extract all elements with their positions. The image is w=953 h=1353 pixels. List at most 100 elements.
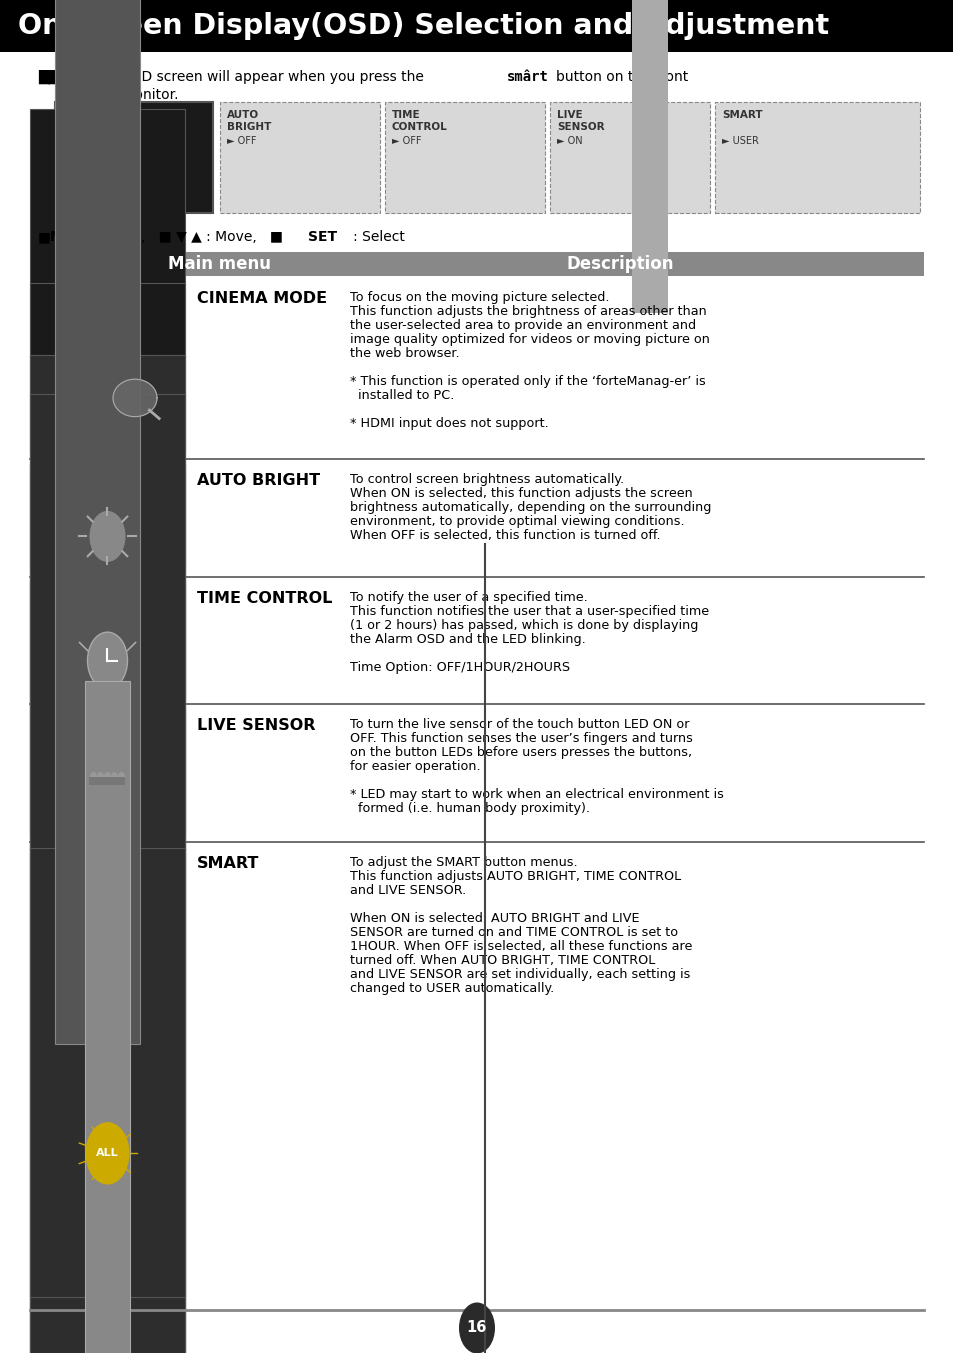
Text: To control screen brightness automatically.: To control screen brightness automatical…: [350, 474, 623, 486]
Text: When ON is selected, this function adjusts the screen: When ON is selected, this function adjus…: [350, 487, 692, 501]
Bar: [86, 681, 130, 1353]
Text: installed to PC.: installed to PC.: [350, 390, 454, 402]
Polygon shape: [112, 379, 157, 417]
Text: 16: 16: [466, 1321, 487, 1335]
Text: This function adjusts AUTO BRIGHT, TIME CONTROL: This function adjusts AUTO BRIGHT, TIME …: [350, 870, 680, 884]
Text: on the button LEDs before users presses the buttons,: on the button LEDs before users presses …: [350, 746, 691, 759]
Bar: [30, 110, 185, 1353]
Text: BRIGHT: BRIGHT: [227, 122, 271, 133]
Text: * This function is operated only if the ‘forteManag-er’ is: * This function is operated only if the …: [350, 375, 705, 388]
Bar: [30, 464, 185, 1353]
Text: This function notifies the user that a user-specified time: This function notifies the user that a u…: [350, 605, 708, 618]
Circle shape: [104, 773, 111, 782]
Bar: [631, 0, 667, 313]
Bar: [385, 101, 544, 212]
Bar: [714, 101, 919, 212]
Bar: [30, 580, 185, 1353]
Text: turned off. When AUTO BRIGHT, TIME CONTROL: turned off. When AUTO BRIGHT, TIME CONTR…: [350, 954, 655, 967]
Text: image quality optimized for videos or moving picture on: image quality optimized for videos or mo…: [350, 333, 709, 346]
Text: brightness automatically, depending on the surrounding: brightness automatically, depending on t…: [350, 501, 711, 514]
Circle shape: [631, 300, 639, 311]
Bar: [220, 101, 379, 212]
Text: This function adjusts the brightness of areas other than: This function adjusts the brightness of …: [350, 304, 706, 318]
Text: TIME CONTROL: TIME CONTROL: [196, 591, 332, 606]
Text: ► ON: ► ON: [557, 137, 582, 146]
Text: the Alarm OSD and the LED blinking.: the Alarm OSD and the LED blinking.: [350, 633, 585, 645]
Bar: [30, 465, 185, 570]
Text: OFF. This function senses the user’s fingers and turns: OFF. This function senses the user’s fin…: [350, 732, 692, 746]
Text: When ON is selected, AUTO BRIGHT and LIVE: When ON is selected, AUTO BRIGHT and LIV…: [350, 912, 639, 925]
Text: MENU: MENU: [50, 230, 96, 244]
Text: ► OFF: ► OFF: [227, 137, 256, 146]
Text: of the monitor.: of the monitor.: [76, 88, 178, 101]
Text: SENSOR: SENSOR: [557, 122, 604, 133]
Bar: [55, 101, 213, 212]
Text: AUTO: AUTO: [227, 110, 259, 120]
Circle shape: [111, 773, 118, 782]
Text: SMART: SMART: [721, 110, 761, 120]
Text: TIME: TIME: [392, 110, 420, 120]
Text: CINEMA MODE: CINEMA MODE: [196, 291, 327, 306]
Text: smârt: smârt: [506, 70, 548, 84]
Text: ■: ■: [38, 230, 55, 244]
Bar: [30, 354, 185, 1353]
Text: (1 or 2 hours) has passed, which is done by displaying: (1 or 2 hours) has passed, which is done…: [350, 620, 698, 632]
Text: and LIVE SENSOR are set individually, each setting is: and LIVE SENSOR are set individually, ea…: [350, 967, 690, 981]
Text: To focus on the moving picture selected.: To focus on the moving picture selected.: [350, 291, 609, 304]
Text: and LIVE SENSOR.: and LIVE SENSOR.: [350, 884, 466, 897]
Bar: [30, 710, 185, 835]
Text: ► OFF: ► OFF: [392, 137, 421, 146]
Text: changed to USER automatically.: changed to USER automatically.: [350, 982, 554, 994]
Text: To turn the live sensor of the touch button LED ON or: To turn the live sensor of the touch but…: [350, 718, 689, 731]
Bar: [55, 0, 140, 1045]
Circle shape: [88, 632, 128, 689]
Bar: [90, 777, 126, 785]
Text: * LED may start to work when an electrical environment is: * LED may start to work when an electric…: [350, 787, 723, 801]
Circle shape: [97, 773, 104, 782]
Circle shape: [118, 773, 125, 782]
Circle shape: [639, 300, 646, 311]
Text: To adjust the SMART button menus.: To adjust the SMART button menus.: [350, 856, 577, 869]
Text: SET: SET: [308, 230, 336, 244]
Bar: [30, 848, 185, 1298]
Text: CINEMA: CINEMA: [62, 110, 111, 120]
Text: 1HOUR. When OFF is selected, all these functions are: 1HOUR. When OFF is selected, all these f…: [350, 940, 692, 953]
Text: Main menu: Main menu: [169, 254, 272, 273]
Circle shape: [90, 511, 126, 561]
Text: : Select: : Select: [339, 230, 404, 244]
Bar: [30, 283, 185, 452]
Bar: [30, 394, 185, 1353]
Text: SENSOR are turned on and TIME CONTROL is set to: SENSOR are turned on and TIME CONTROL is…: [350, 925, 678, 939]
Text: the user-selected area to provide an environment and: the user-selected area to provide an env…: [350, 319, 696, 331]
Text: ALL: ALL: [96, 1149, 119, 1158]
Text: : Exit ,   ■ ▼ ▲ : Move,   ■: : Exit , ■ ▼ ▲ : Move, ■: [97, 230, 287, 244]
Text: On Screen Display(OSD) Selection and Adjustment: On Screen Display(OSD) Selection and Adj…: [18, 12, 828, 41]
Text: ███ ■ The OSD screen will appear when you press the: ███ ■ The OSD screen will appear when yo…: [38, 70, 423, 84]
Text: environment, to provide optimal viewing conditions.: environment, to provide optimal viewing …: [350, 515, 684, 528]
Text: formed (i.e. human body proximity).: formed (i.e. human body proximity).: [350, 802, 589, 815]
Text: Time Option: OFF/1HOUR/2HOURS: Time Option: OFF/1HOUR/2HOURS: [350, 662, 570, 674]
Text: button on the front: button on the front: [556, 70, 687, 84]
Text: MODE: MODE: [62, 122, 99, 133]
Circle shape: [652, 300, 660, 311]
Text: LIVE: LIVE: [557, 110, 582, 120]
Text: To notify the user of a specified time.: To notify the user of a specified time.: [350, 591, 587, 603]
Text: LIVE SENSOR: LIVE SENSOR: [196, 718, 315, 733]
Circle shape: [659, 300, 667, 311]
Text: When OFF is selected, this function is turned off.: When OFF is selected, this function is t…: [350, 529, 659, 543]
Circle shape: [86, 1122, 130, 1184]
Text: ► USER: ► USER: [721, 137, 758, 146]
Text: SMART: SMART: [196, 856, 259, 871]
Text: CONTROL: CONTROL: [392, 122, 447, 133]
Bar: [30, 252, 923, 276]
Bar: [30, 583, 185, 697]
Text: AUTO BRIGHT: AUTO BRIGHT: [196, 474, 320, 488]
Text: Description: Description: [566, 254, 673, 273]
Circle shape: [90, 773, 97, 782]
Bar: [0, 0, 953, 51]
Text: the web browser.: the web browser.: [350, 346, 459, 360]
Bar: [90, 782, 126, 808]
Circle shape: [458, 1303, 495, 1353]
Text: * HDMI input does not support.: * HDMI input does not support.: [350, 417, 548, 430]
Text: for easier operation.: for easier operation.: [350, 760, 480, 773]
